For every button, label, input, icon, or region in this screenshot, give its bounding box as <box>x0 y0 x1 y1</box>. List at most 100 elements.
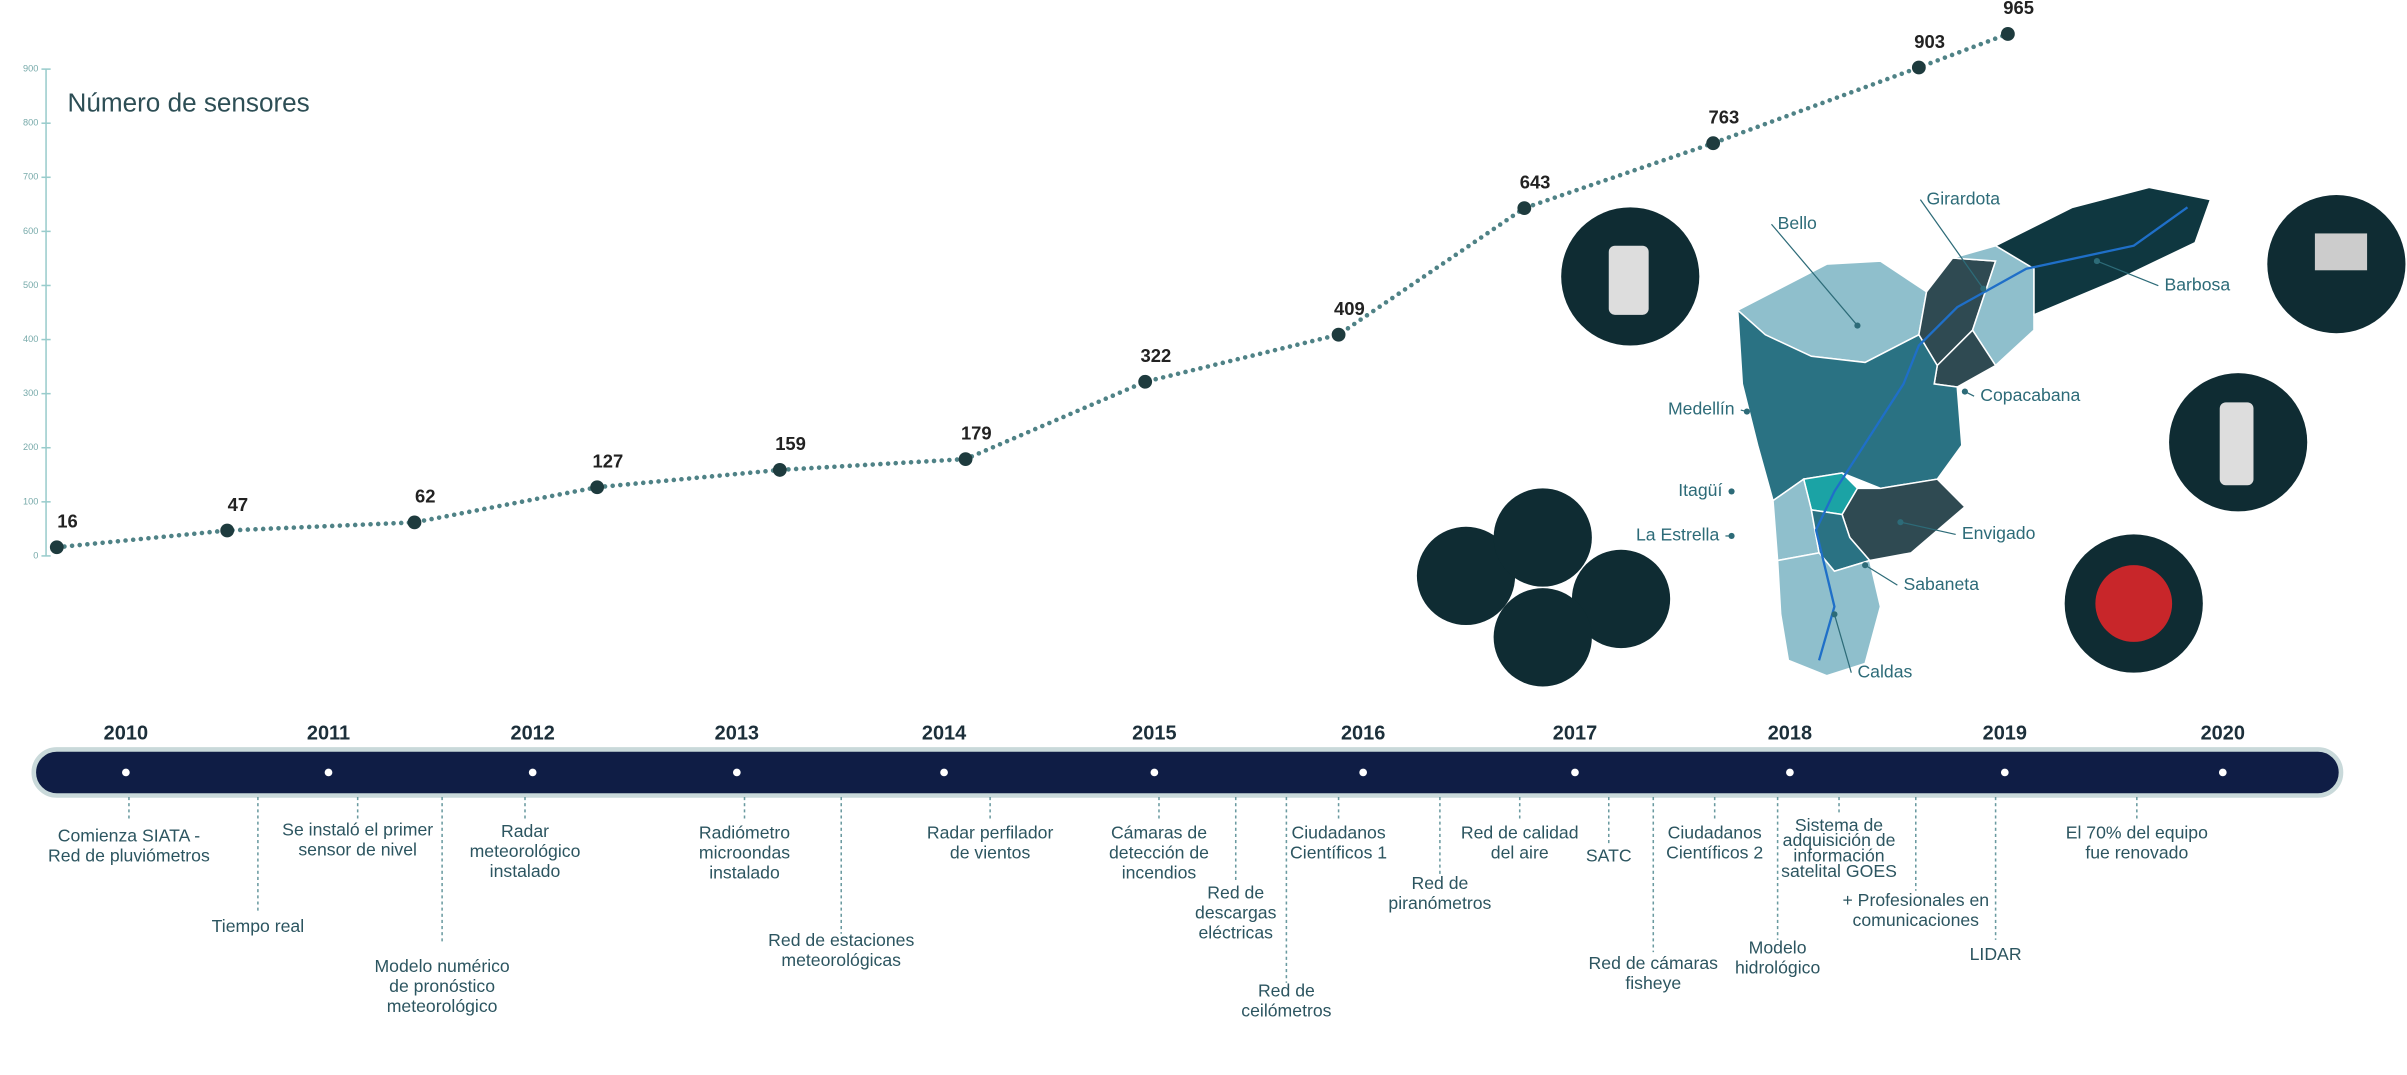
map-dot <box>1728 488 1735 495</box>
icon <box>1571 549 1671 649</box>
icon <box>1416 526 1516 626</box>
map-dot <box>1831 611 1838 618</box>
map-dot <box>1743 408 1750 415</box>
year-label: 2019 <box>1983 722 2027 744</box>
year-label: 2015 <box>1132 722 1176 744</box>
event-label: LIDAR <box>1970 944 2022 964</box>
event-label: Red de <box>1207 882 1264 902</box>
event-label: meteorológicas <box>781 950 901 970</box>
value-label: 965 <box>2003 0 2034 18</box>
event-label: Sistema de <box>1795 815 1883 835</box>
point <box>772 463 787 477</box>
year-label: 2012 <box>510 722 554 744</box>
y-tick-label: 400 <box>23 334 38 344</box>
line <box>54 31 2011 550</box>
value-label: 47 <box>228 494 248 515</box>
map-leader <box>1833 614 1852 673</box>
region <box>1736 308 1963 502</box>
point <box>407 515 422 530</box>
value-label: 16 <box>57 511 77 532</box>
year-label: 2020 <box>2201 722 2245 744</box>
timeline-bar <box>31 747 2344 798</box>
year-label: 2011 <box>307 722 350 744</box>
event-label: Red de estaciones <box>768 930 914 950</box>
event-label: Ciudadanos <box>1292 823 1386 843</box>
event-label: Radar perfilador <box>927 823 1054 843</box>
year-dot <box>324 768 333 777</box>
event-label: Red de <box>1411 873 1468 893</box>
value-label: 179 <box>961 422 992 443</box>
y-tick-label: 300 <box>23 388 38 398</box>
year-dot <box>122 768 130 777</box>
event-label: Cámaras de <box>1111 823 1207 843</box>
point <box>1138 374 1153 389</box>
event-label: adquisición de <box>1783 830 1896 850</box>
point <box>49 540 64 555</box>
event-label: instalado <box>490 861 561 881</box>
icon-shape <box>2095 565 2173 642</box>
year-label: 2017 <box>1553 722 1597 744</box>
event-label: Científicos 1 <box>1290 843 1387 863</box>
value-label: 127 <box>593 451 624 472</box>
map-dot <box>2093 258 2100 265</box>
event-label: meteorológico <box>470 841 581 861</box>
point <box>590 480 605 495</box>
year-label: 2018 <box>1768 722 1812 744</box>
map-dot <box>1862 562 1869 569</box>
event-label: satelital GOES <box>1781 861 1897 881</box>
event-label: del aire <box>1491 843 1549 863</box>
river <box>1814 206 2189 661</box>
event-label: Red de <box>1258 981 1315 1001</box>
event-label: información <box>1793 846 1884 866</box>
map-dot <box>1961 388 1968 395</box>
map-label: Bello <box>1778 213 1817 233</box>
map-label: La Estrella <box>1636 525 1720 545</box>
y-tick-label: 100 <box>23 496 38 506</box>
event-label: ceilómetros <box>1241 1001 1331 1021</box>
map-leader <box>2096 260 2159 287</box>
y-tick-label: 800 <box>23 118 38 128</box>
map-label: Caldas <box>1857 661 1912 681</box>
map-label: Itagüí <box>1678 480 1722 500</box>
event-label: Comienza SIATA - <box>58 826 201 846</box>
y-tick-label: 600 <box>23 226 38 236</box>
event-label: Modelo <box>1749 938 1807 958</box>
event-label: Red de cámaras <box>1589 953 1719 973</box>
event-label: incendios <box>1122 862 1197 882</box>
event-label: El 70% del equipo <box>2066 823 2208 843</box>
map <box>1736 186 2212 677</box>
event-label: SATC <box>1586 846 1632 866</box>
year-label: 2016 <box>1341 722 1385 744</box>
map-label: Medellín <box>1668 399 1735 419</box>
year-dot <box>2218 768 2227 777</box>
y-tick-label: 700 <box>23 172 38 182</box>
event-label: eléctricas <box>1198 922 1273 942</box>
map-leader <box>1771 223 1858 326</box>
chart-title: Número de sensores <box>68 87 310 117</box>
year-label: 2013 <box>715 722 759 744</box>
point <box>1331 327 1346 342</box>
map-label: Copacabana <box>1980 385 2080 405</box>
map-label: Envigado <box>1962 523 2036 543</box>
map-dot <box>1728 532 1735 540</box>
year-dot <box>1150 768 1159 777</box>
point <box>220 523 235 538</box>
map-label: Barbosa <box>2164 274 2230 294</box>
value-label: 409 <box>1334 298 1365 319</box>
value-label: 903 <box>1914 31 1945 52</box>
year-dot <box>528 768 537 777</box>
event-label: detección de <box>1109 843 1209 863</box>
map-dot <box>1897 519 1904 526</box>
value-label: 159 <box>775 433 806 454</box>
event-label: instalado <box>709 862 780 882</box>
event-label: Red de calidad <box>1461 823 1579 843</box>
region <box>1776 552 1882 677</box>
event-label: Modelo numérico <box>374 956 509 976</box>
y-tick-label: 900 <box>23 64 38 74</box>
point <box>1911 60 1926 75</box>
point <box>2000 27 2015 41</box>
y-tick-label: 500 <box>23 280 38 290</box>
event-label: sensor de nivel <box>298 839 417 859</box>
year-dot <box>940 768 948 777</box>
